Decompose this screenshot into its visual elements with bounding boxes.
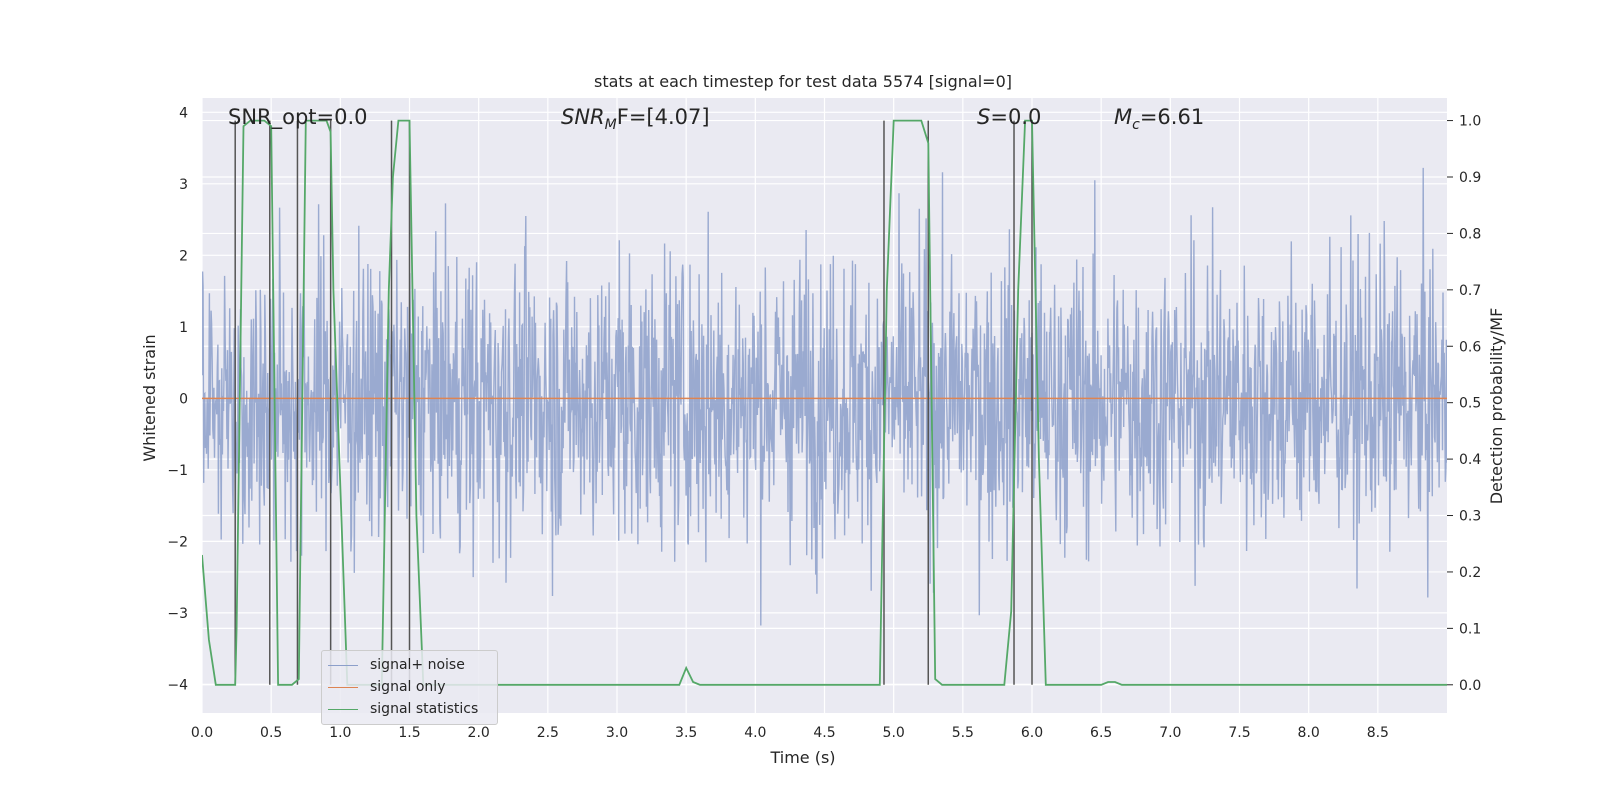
x-tick-label: 7.5 xyxy=(1228,725,1250,741)
right-axis-label: Detection probability/MF xyxy=(1487,308,1506,505)
x-tick-label: 1.5 xyxy=(398,725,420,741)
x-tick-label: 0.5 xyxy=(260,725,282,741)
annotation-mc: Mc=6.61 xyxy=(1114,105,1204,133)
x-tick-label: 2.5 xyxy=(537,725,559,741)
right-tick-label: 0.0 xyxy=(1459,678,1481,694)
right-tick-label: 0.5 xyxy=(1459,396,1481,412)
chart-title: stats at each timestep for test data 557… xyxy=(594,72,1012,91)
x-tick-label: 5.5 xyxy=(952,725,974,741)
x-tick-labels: 0.0 0.5 1.0 1.5 2.0 2.5 3.0 3.5 4.0 4.5 5.0 5.5 6.0 6… xyxy=(191,725,1389,741)
x-tick-label: 5.0 xyxy=(883,725,905,741)
x-tick-label: 3.0 xyxy=(606,725,628,741)
annotation-s-prefix: S xyxy=(977,105,990,129)
annotation-mc-value: =6.61 xyxy=(1140,105,1204,129)
y-tick-label: −3 xyxy=(167,606,188,622)
annotation-snr-mf-value: F=[4.07] xyxy=(617,105,710,129)
annotation-mc-prefix: M xyxy=(1114,105,1132,129)
y-tick-label: −4 xyxy=(167,677,188,693)
y-tick-labels: 4 3 2 1 0 −1 −2 −3 −4 xyxy=(167,105,188,693)
y-tick-label: 3 xyxy=(179,177,188,193)
x-tick-label: 2.0 xyxy=(468,725,490,741)
x-tick-label: 7.0 xyxy=(1159,725,1181,741)
x-tick-label: 6.0 xyxy=(1021,725,1043,741)
legend-swatch xyxy=(328,708,358,710)
legend-swatch xyxy=(328,664,358,666)
y-tick-label: 4 xyxy=(179,105,188,121)
y-tick-label: 2 xyxy=(179,248,188,264)
legend-item-signal-statistics: signal statistics xyxy=(328,699,478,719)
x-tick-label: 4.0 xyxy=(744,725,766,741)
x-tick-label: 4.5 xyxy=(813,725,835,741)
y-tick-label: 0 xyxy=(179,391,188,407)
right-tick-label: 0.2 xyxy=(1459,565,1481,581)
legend-label: signal+ noise xyxy=(370,657,465,673)
right-tick-label: 0.7 xyxy=(1459,283,1481,299)
right-tick-label: 0.9 xyxy=(1459,170,1481,186)
y-axis-label: Whitened strain xyxy=(140,334,159,461)
legend: signal+ noise signal only signal statist… xyxy=(321,650,498,725)
right-tick-label: 0.1 xyxy=(1459,621,1481,637)
right-tick-labels: 1.0 0.9 0.8 0.7 0.6 0.5 0.4 0.3 0.2 0.1 0.0 xyxy=(1447,114,1481,694)
legend-item-signal-only: signal only xyxy=(328,677,445,697)
y-tick-label: −1 xyxy=(167,463,188,479)
x-tick-label: 1.0 xyxy=(329,725,351,741)
annotation-mc-sub: c xyxy=(1132,117,1140,133)
legend-label: signal only xyxy=(370,679,446,695)
y-tick-label: 1 xyxy=(179,320,188,336)
annotation-s: S=0.0 xyxy=(977,105,1041,129)
x-tick-label: 3.5 xyxy=(675,725,697,741)
annotation-snr-mf-prefix: SNR xyxy=(561,105,605,129)
right-tick-label: 0.6 xyxy=(1459,339,1481,355)
annotation-snr-mf-sub: M xyxy=(605,117,617,133)
x-tick-label: 0.0 xyxy=(191,725,213,741)
right-tick-label: 0.3 xyxy=(1459,509,1481,525)
x-tick-label: 6.5 xyxy=(1090,725,1112,741)
right-tick-label: 1.0 xyxy=(1459,114,1481,130)
series-signal-statistics xyxy=(202,119,1447,686)
annotation-s-value: =0.0 xyxy=(990,105,1041,129)
y-tick-label: −2 xyxy=(167,534,188,550)
legend-swatch xyxy=(328,686,358,688)
annotation-snr-opt: SNR_opt=0.0 xyxy=(228,105,368,130)
right-tick-label: 0.4 xyxy=(1459,452,1481,468)
x-tick-label: 8.5 xyxy=(1367,725,1389,741)
legend-item-signal-noise: signal+ noise xyxy=(328,655,465,675)
annotation-snr-mf: SNRMF=[4.07] xyxy=(561,105,710,133)
x-axis-label: Time (s) xyxy=(769,748,835,767)
legend-label: signal statistics xyxy=(370,701,479,717)
right-tick-label: 0.8 xyxy=(1459,226,1481,242)
x-tick-label: 8.0 xyxy=(1298,725,1320,741)
